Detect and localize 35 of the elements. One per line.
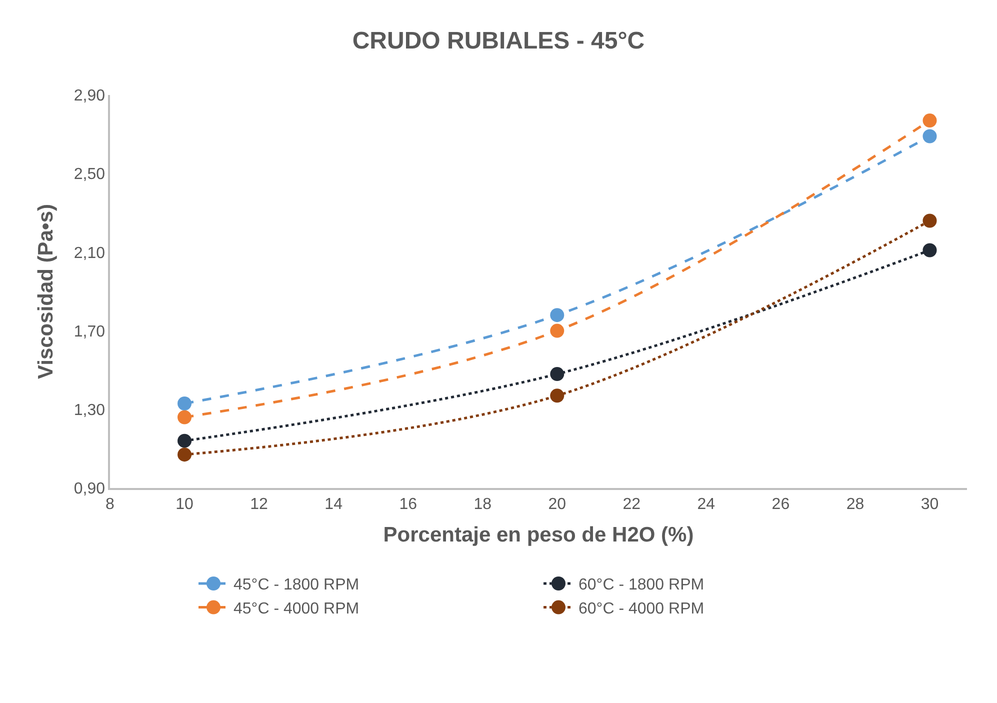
point [178, 410, 192, 424]
x-tick-label: 30 [920, 496, 939, 513]
y-tick-label: 2,90 [74, 88, 106, 105]
x-tick-label: 10 [176, 496, 194, 513]
legend-label: 45°C - 4000 RPM [234, 600, 360, 618]
legend-label: 60°C - 4000 RPM [578, 600, 704, 618]
x-tick-label: 12 [250, 496, 268, 513]
point [178, 448, 192, 462]
y-axis-title: Viscosidad (Pa•s) [34, 204, 58, 380]
x-tick-label: 28 [846, 496, 864, 513]
point [178, 396, 192, 411]
point [922, 214, 937, 228]
x-tick-label: 8 [106, 496, 115, 513]
point [178, 434, 192, 448]
x-tick-label: 14 [324, 496, 343, 513]
y-tick-label: 2,10 [74, 244, 106, 262]
point [550, 308, 564, 322]
chart-title: CRUDO RUBIALES - 45°C [352, 27, 645, 54]
x-tick-label: 22 [622, 496, 641, 513]
point [550, 324, 564, 338]
point [922, 114, 937, 128]
x-tick-label: 20 [548, 496, 566, 513]
point [922, 243, 937, 258]
point [550, 367, 564, 382]
y-tick-label: 2,50 [74, 166, 106, 184]
x-axis-title: Porcentaje en peso de H2O (%) [383, 524, 694, 547]
x-tick-label: 24 [697, 496, 716, 513]
x-tick-label: 18 [474, 496, 492, 513]
x-tick-label: 26 [772, 496, 790, 513]
y-tick-label: 1,30 [74, 402, 106, 419]
x-tick-label: 16 [399, 496, 418, 513]
y-tick-label: 0,90 [74, 480, 106, 498]
point [922, 129, 937, 144]
point [550, 388, 564, 403]
y-tick-label: 1,70 [74, 323, 106, 340]
